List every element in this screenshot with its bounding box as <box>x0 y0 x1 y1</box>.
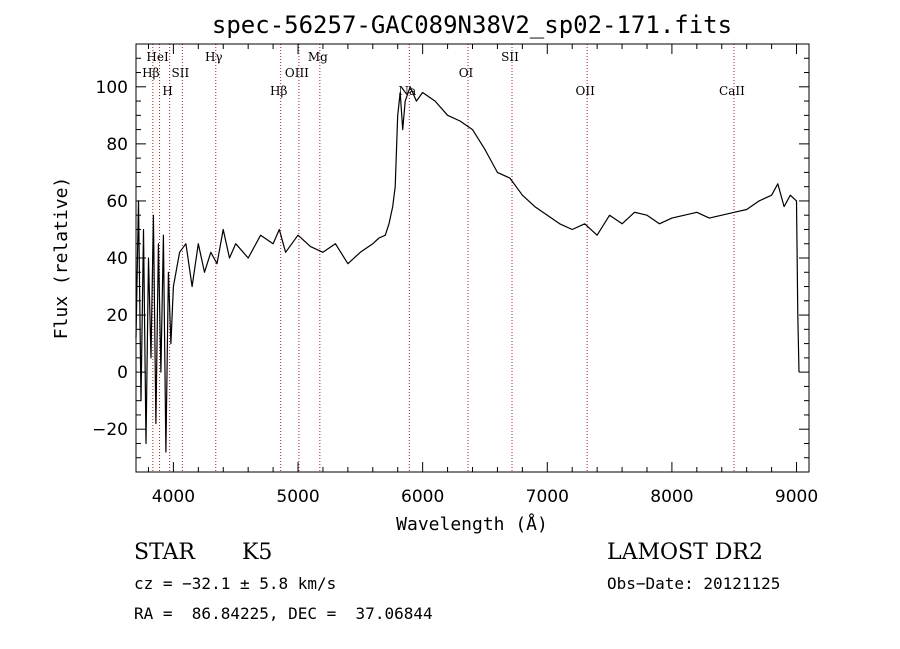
x-tick-label: 6000 <box>401 487 444 507</box>
y-tick-label: 100 <box>96 78 128 98</box>
obs-date-info: Obs−Date: 20121125 <box>607 574 781 593</box>
spectral-line-label: Na <box>398 84 416 98</box>
x-axis-label: Wavelength (Å) <box>396 513 548 535</box>
spectral-line-label: Hγ <box>205 50 223 64</box>
spectral-line-label: CaII <box>719 84 745 98</box>
y-tick-label: 0 <box>117 363 128 383</box>
spectral-line-label: OIII <box>285 66 309 80</box>
spectrum-series-line <box>135 86 800 453</box>
y-tick-label: 80 <box>106 135 128 155</box>
x-tick-label: 9000 <box>775 487 818 507</box>
spectral-line-label: OII <box>575 84 595 98</box>
spectral-line-label: H <box>162 84 172 98</box>
y-tick-label: 60 <box>106 192 128 212</box>
y-axis-label: Flux (relative) <box>51 177 72 340</box>
spectral-line-label: Hβ <box>270 84 287 98</box>
spectral-line-label: SII <box>501 50 519 64</box>
y-tick-label: 20 <box>106 306 128 326</box>
x-tick-label: 4000 <box>152 487 195 507</box>
x-tick-label: 8000 <box>650 487 693 507</box>
spectral-line-label: OI <box>459 66 474 80</box>
spectral-line-label: Mg <box>308 50 328 64</box>
plot-frame <box>135 43 810 473</box>
spectral-line-label: SII <box>172 66 190 80</box>
spectral-line-label: Hβ <box>142 66 159 80</box>
survey-name: LAMOST DR2 <box>607 540 763 565</box>
coordinates-info: RA = 86.84225, DEC = 37.06844 <box>134 604 433 623</box>
y-tick-label: −20 <box>92 420 128 440</box>
y-tick-label: 40 <box>106 249 128 269</box>
x-tick-label: 5000 <box>276 487 319 507</box>
redshift-info: cz = −32.1 ± 5.8 km/s <box>134 574 337 593</box>
spectral-line-label: HeI <box>146 50 169 64</box>
chart-title: spec-56257-GAC089N38V2_sp02-171.fits <box>212 11 732 39</box>
x-tick-label: 7000 <box>526 487 569 507</box>
object-subclass: K5 <box>242 540 273 565</box>
object-class: STAR <box>134 540 195 565</box>
